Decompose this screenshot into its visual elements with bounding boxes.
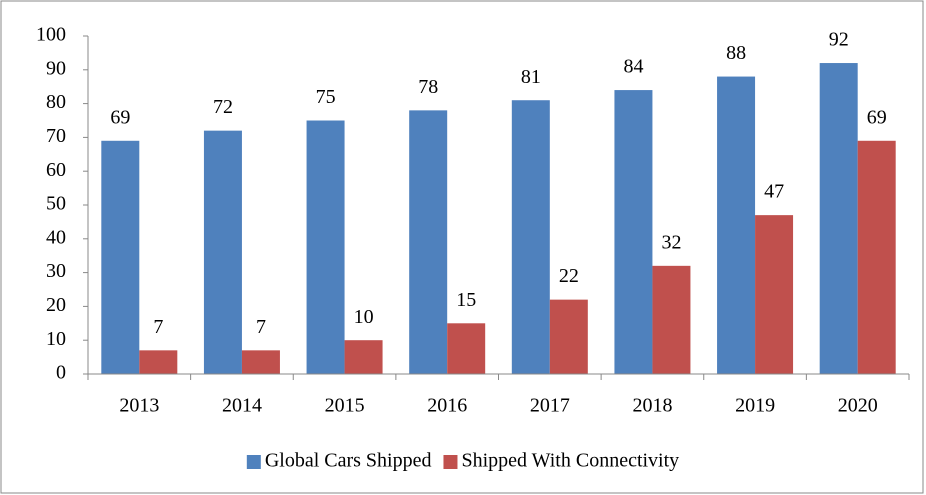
x-tick-label: 2017 <box>530 395 570 417</box>
data-label: 92 <box>829 29 849 51</box>
x-tick-label: 2014 <box>222 395 262 417</box>
data-label: 75 <box>316 86 336 108</box>
bar <box>652 265 691 374</box>
bar <box>306 120 345 374</box>
bar <box>755 215 794 374</box>
bar <box>857 140 896 374</box>
bar <box>101 140 140 374</box>
data-label: 7 <box>153 316 163 338</box>
bar <box>344 340 383 374</box>
bar <box>241 350 280 374</box>
y-tick-label: 0 <box>56 362 66 384</box>
data-label: 69 <box>110 106 130 128</box>
data-label: 15 <box>456 289 476 311</box>
legend-swatch <box>443 455 458 469</box>
bar <box>511 100 550 374</box>
y-tick-label: 70 <box>46 125 66 147</box>
y-tick-label: 20 <box>46 294 66 316</box>
y-tick-label: 60 <box>46 159 66 181</box>
data-label: 10 <box>354 306 374 328</box>
x-tick-label: 2013 <box>119 395 159 417</box>
y-tick-label: 100 <box>36 24 66 46</box>
data-label: 88 <box>726 42 746 64</box>
bar <box>447 323 486 374</box>
data-label: 78 <box>418 76 438 98</box>
bar <box>819 63 858 374</box>
x-tick-label: 2020 <box>838 395 878 417</box>
bar <box>614 90 653 374</box>
x-tick-label: 2015 <box>325 395 365 417</box>
bar <box>549 299 588 374</box>
legend-swatch <box>246 455 261 469</box>
legend-label: Global Cars Shipped <box>265 450 432 472</box>
x-tick-label: 2016 <box>427 395 467 417</box>
bar <box>139 350 178 374</box>
y-tick-label: 80 <box>46 91 66 113</box>
y-tick-label: 90 <box>46 57 66 79</box>
y-tick-label: 10 <box>46 328 66 350</box>
data-label: 81 <box>521 66 541 88</box>
data-label: 47 <box>764 181 784 203</box>
bar <box>409 110 448 375</box>
data-label: 7 <box>256 316 266 338</box>
data-label: 72 <box>213 96 233 118</box>
y-tick-label: 30 <box>46 260 66 282</box>
bar <box>717 76 756 374</box>
y-tick-label: 40 <box>46 226 66 248</box>
x-tick-label: 2019 <box>735 395 775 417</box>
data-label: 22 <box>559 265 579 287</box>
data-label: 32 <box>661 231 681 253</box>
data-label: 69 <box>867 106 887 128</box>
y-tick-label: 50 <box>46 193 66 215</box>
data-label: 84 <box>623 56 643 78</box>
x-tick-label: 2018 <box>632 395 672 417</box>
legend-label: Shipped With Connectivity <box>461 450 679 472</box>
bar <box>203 130 242 374</box>
